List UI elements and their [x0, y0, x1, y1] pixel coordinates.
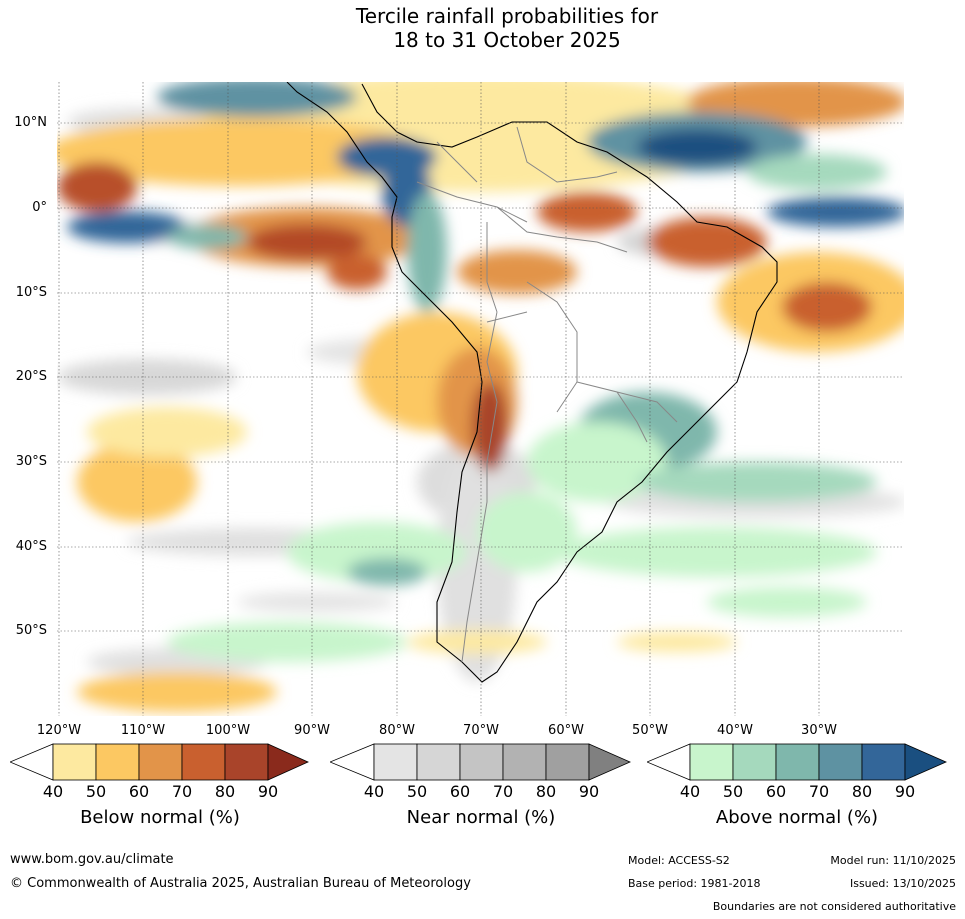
below-normal-label: Below normal (%): [80, 807, 240, 828]
lat-label-40s: 40°S: [15, 539, 47, 554]
lon-label-60w: 60°W: [548, 723, 584, 738]
near-tick: 60: [449, 782, 471, 801]
graticule: [57, 82, 904, 716]
below-colorbar-swatch: [138, 743, 183, 781]
map-title: Tercile rainfall probabilities for 18 to…: [0, 4, 965, 52]
lat-label-50s: 50°S: [15, 623, 47, 638]
below-normal-colorbar: [10, 743, 309, 781]
lat-label-10n: 10°N: [14, 115, 47, 130]
below-colorbar-swatch: [181, 743, 226, 781]
above-normal-colorbar: [647, 743, 947, 781]
bom-url: www.bom.gov.au/climate: [10, 852, 174, 867]
copyright: © Commonwealth of Australia 2025, Austra…: [10, 876, 471, 891]
lon-label-120w: 120°W: [36, 723, 82, 738]
near-colorbar-swatch: [459, 743, 504, 781]
near-tick: 80: [535, 782, 557, 801]
lon-label-80w: 80°W: [379, 723, 415, 738]
near-normal-colorbar: [330, 743, 631, 781]
near-normal-label: Near normal (%): [406, 807, 556, 828]
probability-field: [57, 82, 904, 712]
country-borders: [416, 126, 678, 663]
below-tick: 70: [171, 782, 193, 801]
model-name: Model: ACCESS-S2: [628, 854, 730, 867]
below-colorbar-high-triangle: [267, 743, 309, 781]
below-colorbar-swatch: [95, 743, 140, 781]
lon-label-90w: 90°W: [294, 723, 330, 738]
above-tick: 50: [722, 782, 744, 801]
lon-label-100w: 100°W: [205, 723, 251, 738]
lon-label-50w: 50°W: [632, 723, 668, 738]
below-colorbar-swatch: [52, 743, 97, 781]
near-tick: 40: [363, 782, 385, 801]
model-run: Model run: 11/10/2025: [830, 854, 956, 867]
below-colorbar-swatch: [224, 743, 269, 781]
near-colorbar-swatch: [373, 743, 418, 781]
below-colorbar-low-triangle: [10, 743, 54, 781]
above-colorbar-high-triangle: [904, 743, 947, 781]
lat-label-30s: 30°S: [15, 454, 47, 469]
below-tick: 40: [42, 782, 64, 801]
lat-label-20s: 20°S: [15, 369, 47, 384]
above-tick: 90: [894, 782, 916, 801]
near-colorbar-swatch: [416, 743, 461, 781]
below-tick: 50: [85, 782, 107, 801]
lon-label-70w: 70°W: [463, 723, 499, 738]
lon-label-110w: 110°W: [120, 723, 166, 738]
below-tick: 90: [257, 782, 279, 801]
above-tick: 70: [808, 782, 830, 801]
near-colorbar-low-triangle: [330, 743, 375, 781]
near-colorbar-high-triangle: [588, 743, 631, 781]
above-colorbar-swatch: [689, 743, 734, 781]
above-tick: 80: [851, 782, 873, 801]
above-colorbar-swatch: [732, 743, 777, 781]
above-tick: 40: [679, 782, 701, 801]
boundaries-disclaimer: Boundaries are not considered authoritat…: [712, 900, 956, 913]
south-america-coastline: [286, 82, 778, 683]
rainfall-probability-map: [57, 82, 904, 716]
lon-label-40w: 40°W: [717, 723, 753, 738]
near-colorbar-swatch: [502, 743, 547, 781]
base-period: Base period: 1981-2018: [628, 877, 761, 890]
above-colorbar-swatch: [861, 743, 906, 781]
lon-label-30w: 30°W: [801, 723, 837, 738]
near-tick: 90: [578, 782, 600, 801]
lat-label-10s: 10°S: [15, 285, 47, 300]
above-colorbar-swatch: [775, 743, 820, 781]
above-tick: 60: [765, 782, 787, 801]
below-tick: 60: [128, 782, 150, 801]
above-colorbar-swatch: [818, 743, 863, 781]
above-normal-label: Above normal (%): [715, 807, 879, 828]
near-tick: 70: [492, 782, 514, 801]
title-line-1: Tercile rainfall probabilities for: [355, 4, 659, 28]
near-tick: 50: [406, 782, 428, 801]
below-tick: 80: [214, 782, 236, 801]
issued-date: Issued: 13/10/2025: [849, 877, 956, 890]
near-colorbar-swatch: [545, 743, 590, 781]
above-colorbar-low-triangle: [647, 743, 691, 781]
title-line-2: 18 to 31 October 2025: [393, 28, 621, 52]
lat-label-0: 0°: [32, 200, 47, 215]
